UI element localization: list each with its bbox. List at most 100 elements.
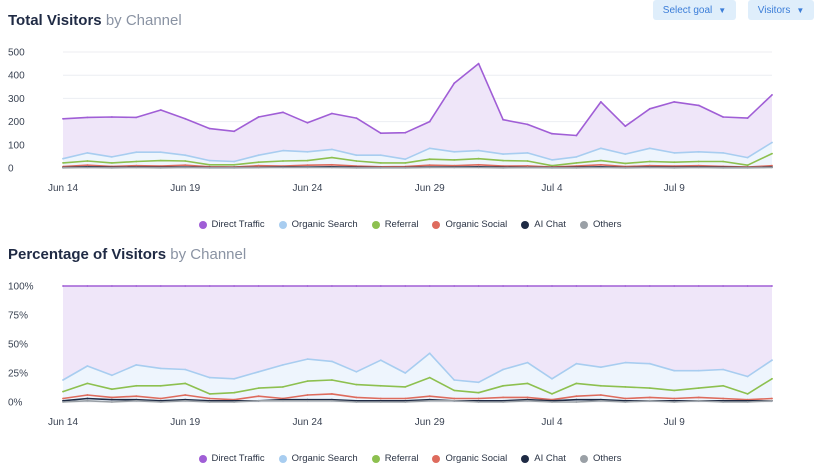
- data-point: [478, 392, 480, 394]
- legend-item[interactable]: Organic Search: [279, 453, 358, 464]
- data-point: [527, 400, 529, 402]
- data-point: [624, 362, 626, 364]
- data-point: [331, 393, 333, 395]
- data-point: [258, 395, 260, 397]
- data-point: [429, 285, 431, 287]
- data-point: [307, 380, 309, 382]
- data-point: [429, 400, 431, 402]
- data-point: [184, 400, 186, 402]
- data-point: [331, 285, 333, 287]
- x-tick-label: Jun 29: [415, 417, 445, 428]
- data-point: [404, 372, 406, 374]
- data-point: [307, 285, 309, 287]
- data-point: [87, 398, 89, 400]
- legend-item[interactable]: Others: [580, 453, 622, 464]
- legend-label: Organic Social: [445, 453, 507, 464]
- data-point: [576, 285, 578, 287]
- legend-dot-icon: [199, 455, 207, 463]
- legend-item[interactable]: Organic Social: [432, 453, 507, 464]
- x-tick-label: Jul 9: [664, 417, 686, 428]
- data-point: [551, 401, 553, 403]
- data-point: [478, 285, 480, 287]
- y-tick-label: 0%: [8, 398, 23, 409]
- data-point: [673, 401, 675, 403]
- x-tick-label: Jun 24: [292, 417, 322, 428]
- data-point: [747, 393, 749, 395]
- data-point: [404, 386, 406, 388]
- data-point: [404, 401, 406, 403]
- data-point: [429, 352, 431, 354]
- legend-item[interactable]: AI Chat: [521, 453, 566, 464]
- data-point: [502, 397, 504, 399]
- data-point: [282, 285, 284, 287]
- data-point: [209, 398, 211, 400]
- data-point: [307, 400, 309, 402]
- data-point: [87, 400, 89, 402]
- data-point: [478, 401, 480, 403]
- legend-item[interactable]: Referral: [372, 453, 419, 464]
- data-point: [135, 385, 137, 387]
- data-point: [184, 383, 186, 385]
- data-point: [111, 401, 113, 403]
- data-point: [233, 285, 235, 287]
- data-point: [453, 400, 455, 402]
- series-line-others: [63, 401, 772, 402]
- data-point: [87, 285, 89, 287]
- legend-label: Referral: [385, 453, 419, 464]
- data-point: [282, 364, 284, 366]
- data-point: [698, 370, 700, 372]
- data-point: [87, 394, 89, 396]
- data-point: [135, 285, 137, 287]
- data-point: [600, 366, 602, 368]
- data-point: [87, 365, 89, 367]
- data-point: [649, 363, 651, 365]
- data-point: [62, 379, 64, 381]
- data-point: [698, 285, 700, 287]
- y-tick-label: 25%: [8, 369, 28, 380]
- data-point: [576, 363, 578, 365]
- data-point: [771, 285, 773, 287]
- data-point: [233, 401, 235, 403]
- data-point: [380, 401, 382, 403]
- data-point: [502, 369, 504, 371]
- data-point: [111, 374, 113, 376]
- percentage-visitors-legend: Direct Traffic Organic Search Referral Orga…: [0, 453, 820, 464]
- legend-dot-icon: [580, 455, 588, 463]
- data-point: [624, 398, 626, 400]
- data-point: [649, 387, 651, 389]
- data-point: [698, 387, 700, 389]
- data-point: [331, 400, 333, 402]
- data-point: [502, 385, 504, 387]
- data-point: [160, 401, 162, 403]
- data-point: [356, 397, 358, 399]
- legend-item[interactable]: Direct Traffic: [199, 453, 265, 464]
- data-point: [747, 401, 749, 403]
- data-point: [209, 401, 211, 403]
- data-point: [551, 393, 553, 395]
- data-point: [160, 385, 162, 387]
- data-point: [527, 285, 529, 287]
- data-point: [184, 285, 186, 287]
- data-point: [722, 369, 724, 371]
- data-point: [600, 285, 602, 287]
- data-point: [722, 285, 724, 287]
- data-point: [722, 385, 724, 387]
- data-point: [527, 362, 529, 364]
- data-point: [258, 400, 260, 402]
- data-point: [673, 370, 675, 372]
- data-point: [233, 392, 235, 394]
- x-tick-label: Jun 19: [170, 417, 200, 428]
- data-point: [209, 377, 211, 379]
- legend-dot-icon: [279, 455, 287, 463]
- legend-label: Others: [593, 453, 622, 464]
- data-point: [453, 379, 455, 381]
- data-point: [649, 285, 651, 287]
- data-point: [527, 397, 529, 399]
- y-tick-label: 75%: [8, 311, 28, 322]
- data-point: [135, 395, 137, 397]
- data-point: [62, 398, 64, 400]
- data-point: [307, 358, 309, 360]
- data-point: [551, 285, 553, 287]
- data-point: [502, 285, 504, 287]
- data-point: [380, 285, 382, 287]
